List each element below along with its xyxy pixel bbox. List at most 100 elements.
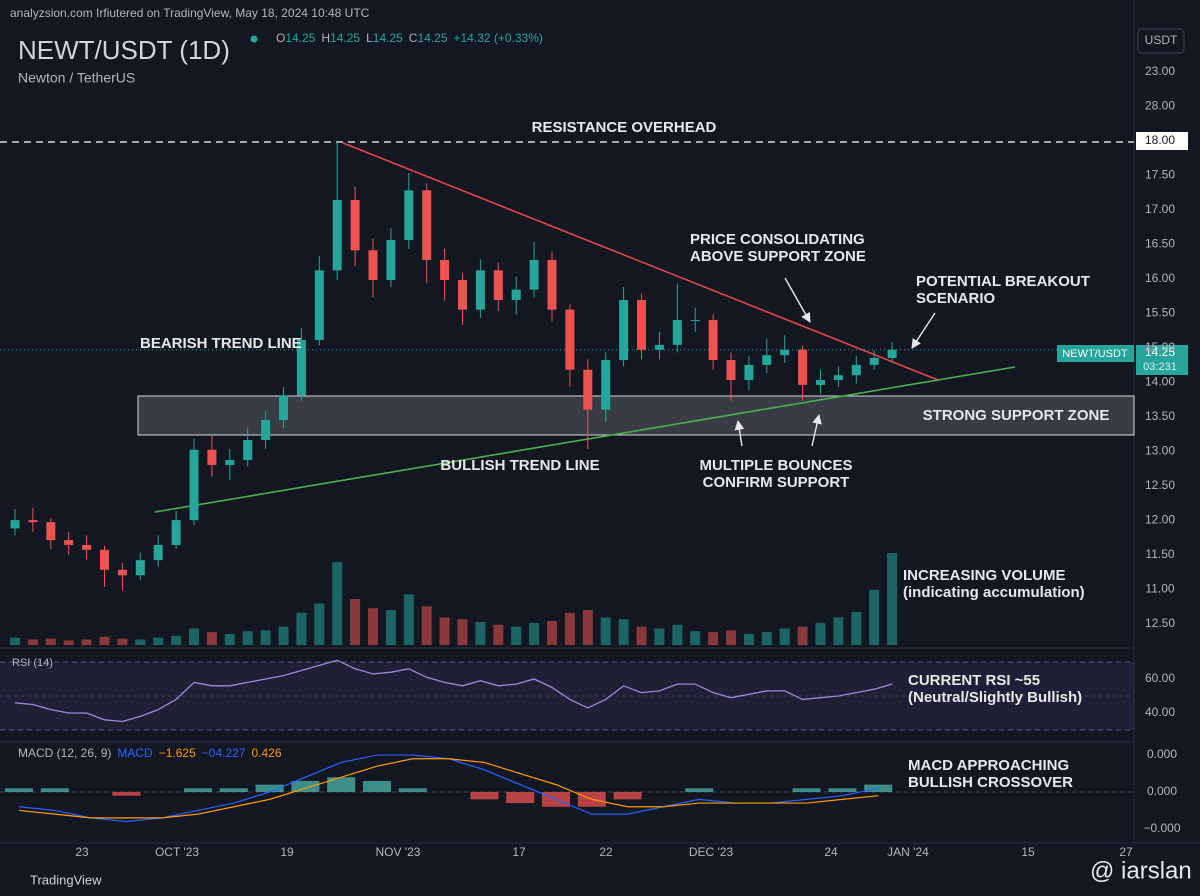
candle-body (440, 259, 450, 280)
arrow (734, 420, 745, 447)
volume-bar (600, 617, 611, 645)
candle-body (153, 544, 163, 561)
candle-body (690, 320, 700, 322)
last-price: 14.25 (1145, 345, 1175, 359)
volume-bar (779, 628, 790, 645)
volume-bar (63, 640, 74, 645)
countdown: 03:231 (1143, 361, 1177, 373)
volume-bar (726, 630, 736, 645)
arrows (734, 277, 936, 447)
annotation: (Neutral/Slightly Bullish) (908, 689, 1082, 706)
rsi-line (14, 659, 893, 723)
macd-histogram-bar (5, 788, 33, 792)
legend-value: L (366, 31, 373, 45)
macd-legend: −04.227 (202, 746, 246, 760)
volume-bar (171, 635, 182, 645)
candle-body (619, 300, 629, 361)
volume-bar (618, 619, 629, 645)
candle-body (386, 239, 396, 280)
annotation: MACD APPROACHING (908, 757, 1069, 774)
volume-bar (743, 633, 754, 645)
candle-body (82, 544, 92, 550)
x-tick-label: 27 (1119, 845, 1133, 859)
candle-body (583, 369, 593, 410)
macd-histogram-bar (255, 784, 284, 792)
macd-legend: 0.426 (251, 746, 281, 760)
currency-label[interactable]: USDT (1145, 33, 1178, 47)
bearish-trend-line (342, 142, 939, 381)
y-tick-label: 15.00 (1145, 340, 1175, 354)
legend-value: +14.32 (+0.33%) (454, 31, 543, 45)
y-tick-label: 18.00 (1145, 133, 1175, 147)
y-tick-label: 14.00 (1145, 375, 1175, 389)
volume-bar (385, 610, 396, 645)
x-tick-label: 19 (280, 845, 294, 859)
volume-bar (439, 617, 450, 645)
volume-bar (851, 611, 862, 645)
candle-body (887, 349, 897, 358)
macd-axis-label: 0.000 (1147, 747, 1177, 761)
volume-bar (582, 610, 593, 645)
volume-bar (81, 639, 92, 645)
candle-body (135, 560, 145, 576)
candle-body (565, 309, 575, 370)
candle-body (475, 270, 485, 310)
macd-histogram-bar (792, 788, 821, 792)
y-tick-label: 11.50 (1145, 547, 1174, 561)
last-price-box (1136, 345, 1188, 375)
bullish-trend-line (154, 366, 1016, 513)
symbol-tag-label: NEWT/USDT (1062, 348, 1128, 360)
candle-body (10, 520, 20, 529)
legend-value: H (321, 31, 330, 45)
volume-bar (224, 633, 235, 645)
volume-bar (547, 621, 557, 645)
legend-value: O (276, 31, 285, 45)
candle-body (368, 250, 378, 280)
volume-bar (10, 637, 20, 645)
volume-bar (278, 626, 289, 645)
annotation: BULLISH TREND LINE (440, 457, 599, 474)
legend-value: 14.25 (285, 31, 315, 45)
candle-body (189, 449, 199, 521)
annotation: BEARISH TREND LINE (140, 335, 302, 352)
annotation: PRICE CONSOLIDATING (690, 231, 865, 248)
candle-body (601, 360, 611, 410)
volume-bar (511, 626, 522, 645)
volume-bar (833, 617, 844, 645)
macd-histogram-bar (219, 788, 248, 792)
x-tick-label: 24 (824, 845, 838, 859)
volume-bar (761, 632, 772, 645)
annotation: CURRENT RSI ~55 (908, 672, 1040, 689)
status-dot (250, 35, 258, 43)
footer-brand: TradingView (30, 872, 102, 887)
volume-bar (206, 632, 217, 645)
candle-body (708, 320, 718, 361)
candle-body (314, 270, 324, 341)
rsi-tick-label: 60.00 (1145, 671, 1175, 685)
candle-body (117, 569, 127, 576)
currency-button[interactable] (1137, 28, 1185, 54)
volume-bar (99, 636, 110, 645)
macd-legend: −1.625 (159, 746, 196, 760)
volume-bar (403, 594, 414, 645)
y-tick-label: 17.00 (1145, 202, 1175, 216)
volume-bar (421, 606, 432, 645)
candle-body (261, 420, 271, 441)
watermark: @ iarslan (1090, 857, 1192, 884)
legend-value: C (409, 31, 418, 45)
volume-bar (314, 603, 325, 645)
arrow (811, 414, 822, 447)
volume-bar (887, 553, 898, 645)
y-tick-label: 23.00 (1145, 64, 1175, 78)
candle-body (207, 449, 217, 465)
macd-axis-label: −0.000 (1143, 821, 1180, 835)
rsi-tick-label: 40.00 (1145, 705, 1175, 719)
y-tick-label: 15.50 (1145, 306, 1175, 320)
x-tick-label: 17 (512, 845, 526, 859)
candle-body (529, 259, 539, 290)
candle-body (547, 259, 557, 310)
macd-histogram-bar (613, 792, 642, 800)
annotation: BULLISH CROSSOVER (908, 774, 1073, 791)
candle-body (869, 357, 879, 365)
volume-bar (564, 612, 575, 645)
